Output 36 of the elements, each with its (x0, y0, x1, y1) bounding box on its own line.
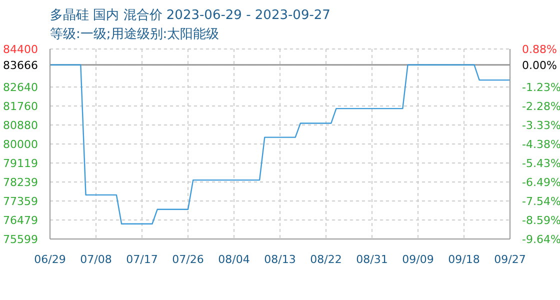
x-tick-label: 07/08 (80, 252, 112, 266)
y2-tick-label: -1.23% (522, 81, 560, 94)
y2-tick-label: 0.88% (522, 43, 557, 56)
x-tick-label: 07/17 (126, 252, 158, 266)
y2-tick-label: -6.49% (522, 176, 560, 190)
x-tick-label: 09/27 (494, 252, 526, 266)
x-tick-label: 08/31 (356, 252, 388, 266)
line-series (50, 64, 510, 224)
y2-tick-label: -2.28% (522, 100, 560, 114)
y-tick-label: 79119 (3, 157, 38, 170)
y-tick-label: 81760 (3, 100, 38, 113)
y-tick-label: 82640 (3, 80, 38, 94)
y-tick-label: 75599 (3, 233, 38, 246)
x-tick-label: 06/29 (34, 252, 66, 266)
y2-tick-label: -9.64% (522, 233, 560, 246)
y-tick-label: 83666 (3, 58, 38, 72)
chart-title: 多晶硅 国内 混合价 2023-06-29 - 2023-09-27 (50, 7, 330, 24)
x-tick-label: 09/18 (448, 252, 480, 266)
y-tick-label: 80000 (3, 138, 38, 151)
x-tick-label: 09/09 (402, 252, 434, 266)
x-tick-label: 08/04 (218, 252, 250, 266)
y-tick-label: 76479 (3, 214, 38, 227)
y-tick-label: 78239 (3, 176, 38, 190)
y2-tick-label: -8.59% (522, 214, 560, 228)
x-tick-label: 08/13 (264, 252, 296, 266)
y2-tick-label: -4.38% (522, 138, 560, 151)
x-tick-label: 08/22 (310, 252, 342, 266)
y2-tick-label: -3.33% (522, 119, 560, 132)
chart-subtitle: 等级:一级;用途级别:太阳能级 (50, 26, 220, 43)
y2-tick-label: 0.00% (522, 58, 557, 72)
y2-tick-label: -7.54% (522, 195, 560, 208)
y-tick-label: 84400 (3, 43, 38, 56)
y-tick-label: 80880 (3, 118, 38, 132)
y-tick-label: 77359 (3, 195, 38, 208)
x-tick-label: 07/26 (172, 252, 204, 266)
y2-tick-label: -5.43% (522, 156, 560, 170)
